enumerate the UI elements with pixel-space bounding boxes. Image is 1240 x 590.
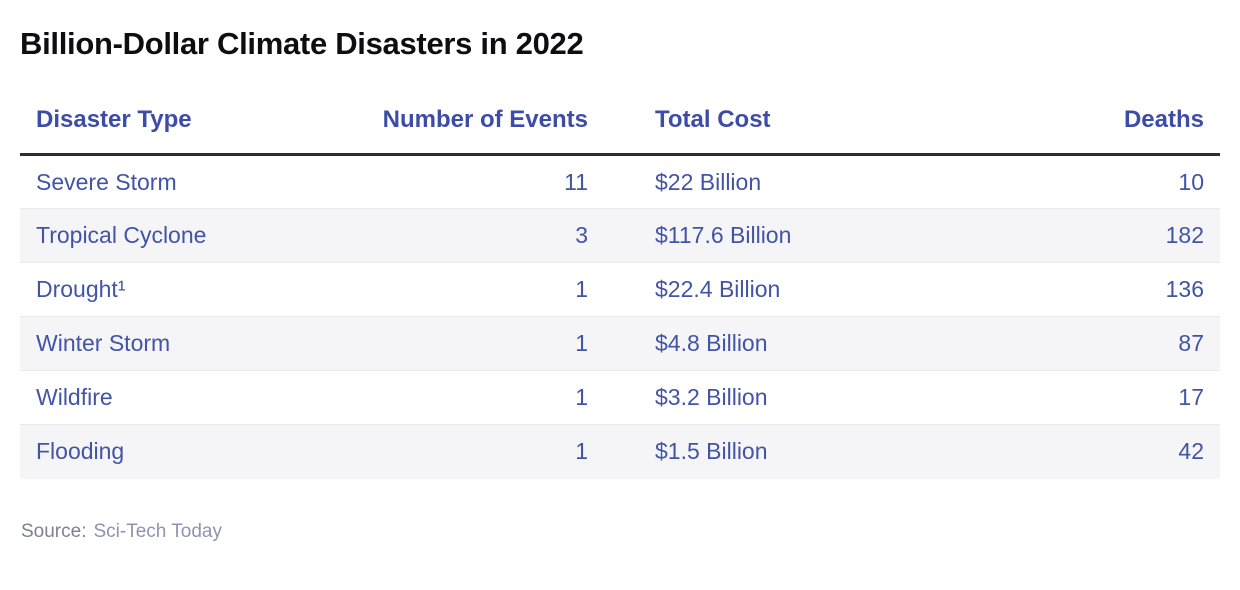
table-row: Wildfire 1 $3.2 Billion 17 xyxy=(20,370,1220,425)
table-header: Disaster Type Number of Events Total Cos… xyxy=(20,106,1220,156)
table-cell: $1.5 Billion xyxy=(655,438,768,465)
table-cell: 3 xyxy=(575,222,588,248)
table-cell: 136 xyxy=(1165,276,1204,302)
table-cell: Drought¹ xyxy=(36,276,126,302)
table-cell: 1 xyxy=(575,438,588,465)
table-cell: 1 xyxy=(575,330,588,356)
table-cell: Winter Storm xyxy=(36,330,171,356)
table-row: Flooding 1 $1.5 Billion 42 xyxy=(20,424,1220,479)
table-cell: 42 xyxy=(1178,438,1204,465)
table-cell: $22 Billion xyxy=(655,168,762,195)
table-cell: 1 xyxy=(575,384,588,410)
source-label: Source: xyxy=(21,520,87,542)
table-cell: 17 xyxy=(1178,384,1204,410)
disasters-table: Disaster Type Number of Events Total Cos… xyxy=(20,106,1220,479)
table-cell: $4.8 Billion xyxy=(655,330,768,356)
table-cell: $3.2 Billion xyxy=(655,384,768,410)
column-header-total-cost: Total Cost xyxy=(590,106,980,156)
table-cell: Tropical Cyclone xyxy=(36,222,207,248)
table-cell: 1 xyxy=(575,276,588,302)
table-cell: 11 xyxy=(564,168,588,195)
column-header-disaster-type: Disaster Type xyxy=(20,106,340,156)
table-cell: Flooding xyxy=(36,438,125,465)
table-cell: 182 xyxy=(1165,222,1204,248)
column-header-number-of-events: Number of Events xyxy=(340,106,590,156)
table-cell: Wildfire xyxy=(36,384,113,410)
page-title: Billion-Dollar Climate Disasters in 2022 xyxy=(20,26,584,61)
source-name: Sci-Tech Today xyxy=(93,520,222,542)
table-row: Severe Storm 11 $22 Billion 10 xyxy=(20,155,1220,209)
table-cell: $22.4 Billion xyxy=(655,276,781,302)
table-cell: Severe Storm xyxy=(36,168,177,195)
source-line: Source: Sci-Tech Today xyxy=(20,521,1220,543)
table-cell: $117.6 Billion xyxy=(655,222,792,248)
table-cell: 87 xyxy=(1178,330,1204,356)
table-body: Severe Storm 11 $22 Billion 10 Tropical Cycl… xyxy=(20,155,1220,479)
table-row: Drought¹ 1 $22.4 Billion 136 xyxy=(20,262,1220,317)
table-cell: 10 xyxy=(1178,168,1204,195)
table-header-row: Disaster Type Number of Events Total Cos… xyxy=(20,106,1220,156)
table-row: Tropical Cyclone 3 $117.6 Billion 182 xyxy=(20,208,1220,263)
table-row: Winter Storm 1 $4.8 Billion 87 xyxy=(20,316,1220,371)
column-header-deaths: Deaths xyxy=(980,106,1220,156)
